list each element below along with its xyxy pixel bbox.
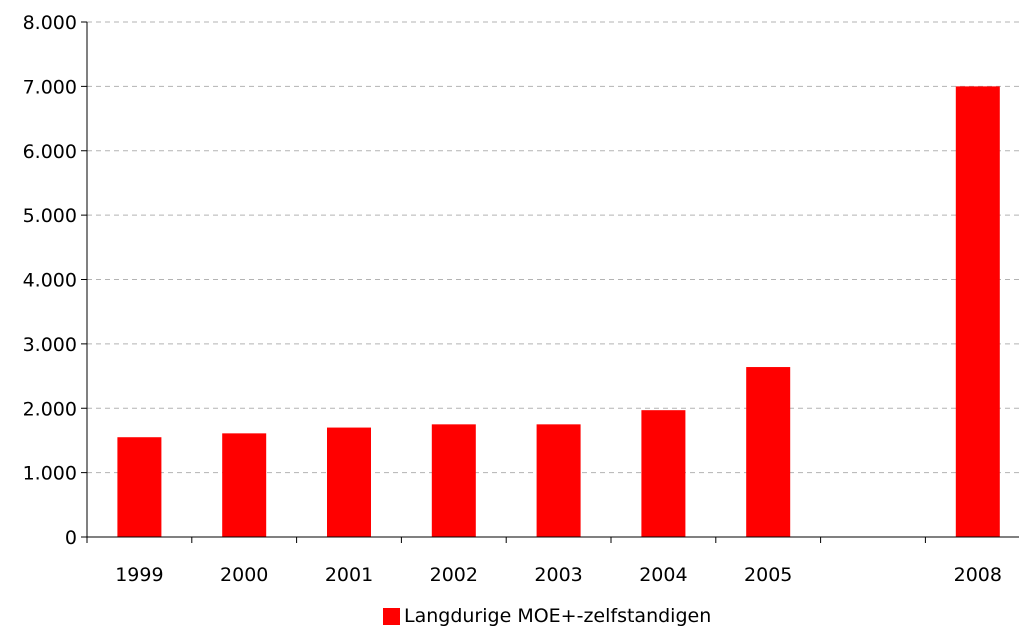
y-tick-label: 1.000 (23, 463, 77, 485)
legend-label: Langdurige MOE+-zelfstandigen (404, 605, 712, 627)
x-tick-label: 2003 (534, 564, 582, 586)
x-tick-label: 2001 (325, 564, 373, 586)
y-tick-label: 3.000 (23, 334, 77, 356)
x-tick-label: 2005 (744, 564, 792, 586)
gridlines (87, 21, 1019, 474)
x-tick-label: 1999 (115, 564, 163, 586)
y-tick-label: 4.000 (23, 270, 77, 292)
bar-2001 (327, 427, 371, 537)
y-tick-label: 6.000 (23, 141, 77, 163)
y-tick-label: 7.000 (23, 76, 77, 98)
bar-2004 (641, 410, 686, 537)
y-tick-label: 5.000 (23, 205, 77, 227)
y-axis-tick-labels: 0 1.000 2.000 3.000 4.000 5.000 6.000 7.000 8.00… (23, 12, 77, 549)
bar-2000 (222, 433, 267, 537)
bar-2008 (955, 86, 1000, 537)
y-tick-label: 2.000 (23, 398, 77, 420)
axes (81, 21, 1019, 543)
y-tick-label: 0 (65, 527, 77, 549)
x-tick-label: 2002 (430, 564, 478, 586)
bar-2002 (431, 424, 476, 537)
bar-1999 (117, 437, 162, 537)
bars (117, 86, 1000, 537)
x-tick-label: 2004 (639, 564, 687, 586)
legend: Langdurige MOE+-zelfstandigen (383, 605, 711, 627)
x-axis-tick-labels: 1999 2000 2001 2002 2003 2004 2005 2008 (115, 564, 1002, 586)
bar-2005 (746, 367, 791, 537)
x-tick-label: 2000 (220, 564, 268, 586)
y-tick-label: 8.000 (23, 12, 77, 34)
bar-2003 (536, 424, 581, 537)
x-tick-label: 2008 (954, 564, 1002, 586)
legend-swatch (383, 607, 400, 625)
